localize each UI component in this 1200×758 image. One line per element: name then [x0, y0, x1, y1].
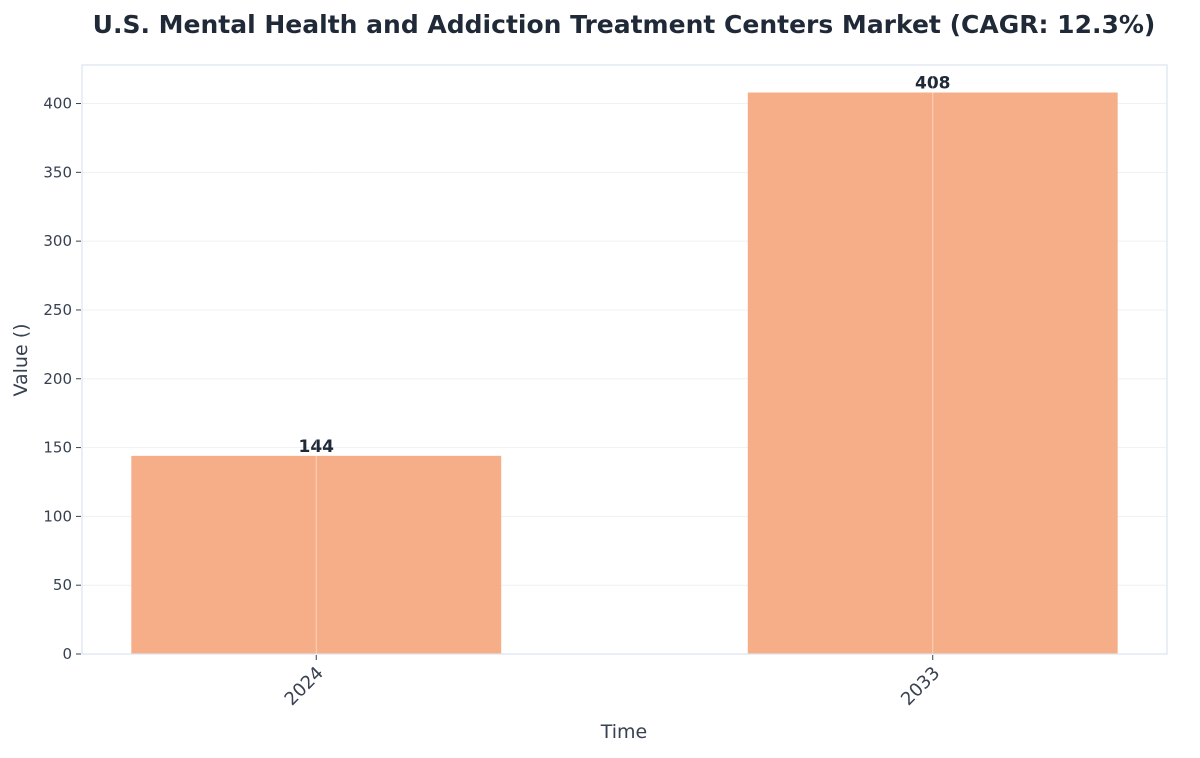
y-tick-label: 200: [43, 370, 72, 388]
bar-2033: [747, 92, 1118, 654]
data-label-2024: 144: [299, 437, 335, 457]
y-axis-label: Value (): [10, 323, 32, 396]
vertical-grid: [315, 65, 934, 654]
x-axis-label: Time: [600, 721, 648, 743]
y-axis: 0 50 100 150 200 250 300 350 400: [43, 95, 81, 663]
plot-frame: [81, 64, 1168, 655]
y-tick-label: 150: [43, 439, 72, 457]
x-axis: 2024 2033: [281, 655, 944, 710]
y-tick-label: 250: [43, 301, 72, 319]
y-tick-label: 50: [53, 576, 72, 594]
y-tick-label: 300: [43, 232, 72, 250]
chart-title: U.S. Mental Health and Addiction Treatme…: [93, 10, 1156, 39]
data-label-2033: 408: [915, 74, 951, 94]
y-tick-label: 0: [62, 645, 72, 663]
x-tick-label: 2024: [281, 663, 328, 710]
bar-2024: [131, 455, 502, 654]
y-tick-label: 100: [43, 507, 72, 525]
y-tick-label: 350: [43, 163, 72, 181]
x-tick-label: 2033: [897, 663, 944, 710]
y-tick-label: 400: [43, 95, 72, 113]
bars: 144 408: [131, 74, 1118, 654]
